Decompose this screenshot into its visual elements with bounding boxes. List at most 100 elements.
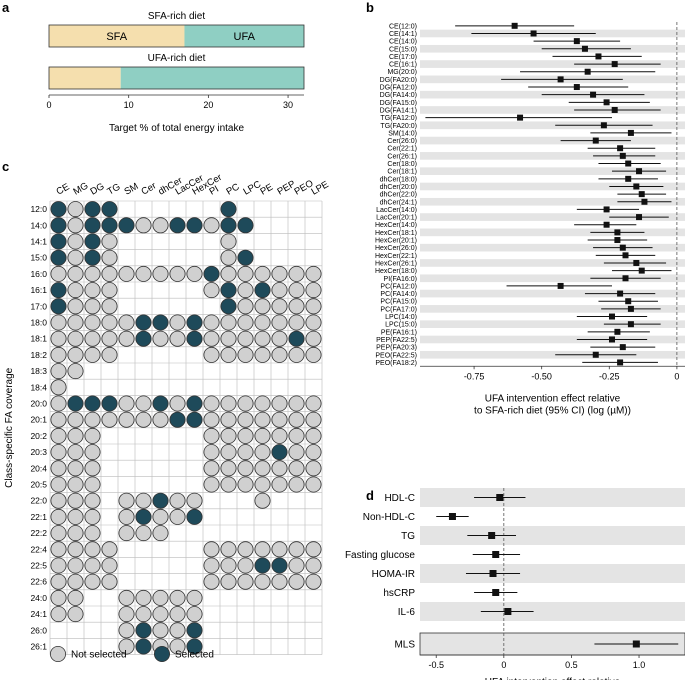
not-selected-cell bbox=[101, 265, 118, 282]
estimate-point bbox=[608, 313, 615, 320]
row-label: 18:1 bbox=[30, 334, 47, 344]
selected-cell bbox=[50, 201, 67, 218]
not-selected-cell bbox=[305, 476, 322, 493]
not-selected-cell bbox=[169, 622, 186, 639]
not-selected-cell bbox=[67, 411, 84, 428]
row-stripe bbox=[420, 488, 685, 507]
estimate-point bbox=[488, 532, 496, 539]
not-selected-cell bbox=[84, 492, 101, 509]
not-selected-cell bbox=[67, 525, 84, 542]
not-selected-cell bbox=[220, 460, 237, 477]
not-selected-cell bbox=[169, 265, 186, 282]
not-selected-cell bbox=[118, 492, 135, 509]
x-tick-label: 0.5 bbox=[565, 660, 578, 670]
bar-segment bbox=[49, 25, 185, 47]
estimate-point bbox=[608, 336, 615, 343]
category-label: Cer(18:0) bbox=[387, 161, 417, 168]
not-selected-cell bbox=[220, 249, 237, 266]
not-selected-cell bbox=[67, 201, 84, 218]
not-selected-cell bbox=[254, 298, 271, 315]
not-selected-cell bbox=[305, 557, 322, 574]
estimate-point bbox=[603, 206, 610, 213]
estimate-point bbox=[617, 290, 624, 297]
row-stripe bbox=[420, 243, 685, 252]
not-selected-cell bbox=[118, 314, 135, 331]
not-selected-cell bbox=[305, 541, 322, 558]
not-selected-cell bbox=[67, 330, 84, 347]
not-selected-cell bbox=[254, 395, 271, 412]
not-selected-cell bbox=[237, 476, 254, 493]
not-selected-cell bbox=[220, 427, 237, 444]
not-selected-cell bbox=[84, 525, 101, 542]
selected-cell bbox=[50, 233, 67, 250]
selected-cell bbox=[135, 508, 152, 525]
row-label: 18:0 bbox=[30, 318, 47, 328]
not-selected-cell bbox=[67, 217, 84, 234]
panel-d-forest-plot: HDL-C Non-HDL-C TG Fasting glucose HOMA-IR hs… bbox=[345, 488, 685, 680]
not-selected-cell bbox=[220, 330, 237, 347]
estimate-point bbox=[619, 244, 626, 251]
category-label: Non-HDL-C bbox=[363, 512, 415, 523]
not-selected-cell bbox=[237, 265, 254, 282]
bar-segment bbox=[184, 25, 304, 47]
not-selected-cell bbox=[237, 282, 254, 299]
not-selected-cell bbox=[220, 233, 237, 250]
not-selected-cell bbox=[288, 541, 305, 558]
x-axis-label: UFA intervention effect relative bbox=[485, 393, 621, 404]
estimate-point bbox=[603, 221, 610, 228]
category-label: LPC(14:0) bbox=[385, 314, 417, 321]
not-selected-cell bbox=[84, 557, 101, 574]
not-selected-cell bbox=[288, 557, 305, 574]
row-label: 24:0 bbox=[30, 593, 47, 603]
not-selected-cell bbox=[118, 330, 135, 347]
category-label: PEP(FA20:3) bbox=[376, 345, 417, 352]
not-selected-cell bbox=[203, 427, 220, 444]
not-selected-cell bbox=[135, 265, 152, 282]
not-selected-cell bbox=[135, 589, 152, 606]
not-selected-cell bbox=[237, 541, 254, 558]
legend-selected-label: Selected bbox=[175, 650, 214, 661]
selected-cell bbox=[152, 492, 169, 509]
estimate-point bbox=[448, 513, 456, 520]
not-selected-cell bbox=[305, 573, 322, 590]
not-selected-cell bbox=[254, 444, 271, 461]
not-selected-cell bbox=[67, 541, 84, 558]
not-selected-cell bbox=[84, 508, 101, 525]
not-selected-cell bbox=[203, 411, 220, 428]
column-label: CE bbox=[55, 181, 72, 197]
row-stripe bbox=[420, 60, 685, 68]
not-selected-cell bbox=[50, 492, 67, 509]
category-label: CE(16:1) bbox=[389, 62, 417, 69]
x-axis-label: to SFA-rich diet (95% CI) (log (µM)) bbox=[474, 405, 631, 416]
x-tick-label: 1.0 bbox=[633, 660, 646, 670]
row-stripe bbox=[420, 259, 685, 267]
x-tick-label: 30 bbox=[283, 100, 293, 110]
category-label: IL-6 bbox=[398, 607, 416, 618]
not-selected-cell bbox=[84, 265, 101, 282]
not-selected-cell bbox=[152, 508, 169, 525]
estimate-point bbox=[622, 252, 629, 259]
estimate-point bbox=[581, 45, 588, 52]
estimate-point bbox=[489, 570, 497, 577]
estimate-point bbox=[636, 168, 643, 175]
row-label: 20:2 bbox=[30, 431, 47, 441]
category-label: dhCer(24:1) bbox=[380, 199, 417, 206]
not-selected-cell bbox=[220, 557, 237, 574]
estimate-point bbox=[619, 152, 626, 159]
category-label: HexCer(14:0) bbox=[375, 222, 417, 229]
not-selected-cell bbox=[254, 573, 271, 590]
category-label: CE(17:0) bbox=[389, 54, 417, 61]
not-selected-cell bbox=[118, 606, 135, 623]
not-selected-cell bbox=[67, 460, 84, 477]
selected-cell bbox=[254, 557, 271, 574]
not-selected-cell bbox=[118, 525, 135, 542]
category-label: MG(20:0) bbox=[387, 69, 417, 76]
x-tick-label: -0.75 bbox=[464, 371, 485, 381]
not-selected-cell bbox=[169, 606, 186, 623]
not-selected-cell bbox=[84, 427, 101, 444]
row-stripe bbox=[420, 152, 685, 160]
x-tick-label: -0.25 bbox=[599, 371, 620, 381]
row-stripe bbox=[420, 320, 685, 328]
row-label: 12:0 bbox=[30, 204, 47, 214]
